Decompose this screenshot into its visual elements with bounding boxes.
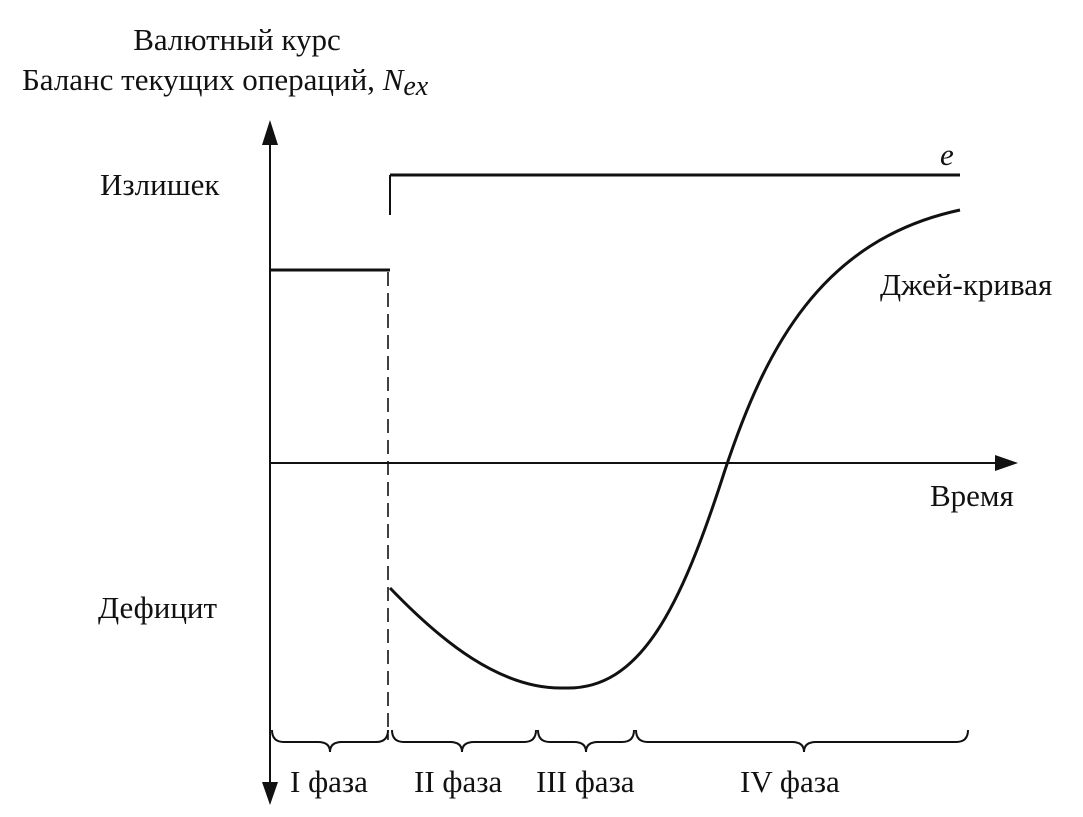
x-axis-arrow [995, 455, 1018, 471]
y-axis-label-line1: Валютный курс [133, 22, 341, 57]
y-axis-label-line2: Баланс текущих операций, Nex [22, 62, 429, 102]
deficit-label: Дефицит [98, 590, 218, 625]
phase-2-brace [391, 729, 537, 753]
y-axis-arrow-up [262, 120, 278, 145]
j-curve [388, 208, 961, 690]
exchange-rate-label: e [940, 137, 954, 172]
phase-4-brace [635, 729, 969, 753]
phase-4-label: IV фаза [740, 764, 840, 799]
y-axis-label-subscript: ex [403, 71, 428, 102]
x-axis-label: Время [930, 478, 1014, 513]
j-curve-label: Джей-кривая [880, 267, 1052, 302]
y-axis-label-symbol: N [382, 62, 406, 97]
phase-1-brace [271, 729, 389, 753]
phase-3-label: III фаза [536, 764, 635, 799]
y-axis-arrow-down [262, 782, 278, 805]
y-axis-label-text: Баланс текущих операций, [22, 62, 383, 97]
phase-3-brace [537, 729, 635, 753]
phase-2-label: II фаза [414, 764, 502, 799]
surplus-label: Излишек [100, 167, 220, 202]
phase-1-label: I фаза [290, 764, 368, 799]
